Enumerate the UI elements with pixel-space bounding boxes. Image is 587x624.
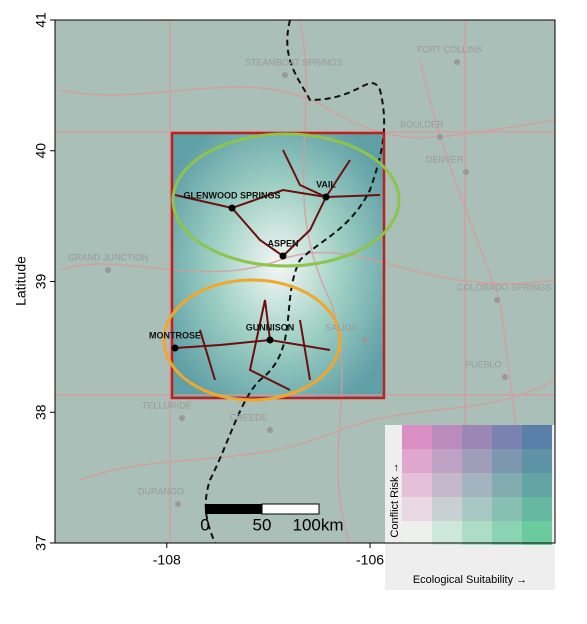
city-dot — [454, 59, 460, 65]
city-label: GLENWOOD SPRINGS — [183, 190, 280, 200]
city-dot — [437, 134, 443, 140]
y-axis-label: Latitude — [13, 256, 29, 306]
y-tick-label: 40 — [33, 143, 49, 159]
x-tick-label: -106 — [356, 552, 384, 568]
legend-cell — [462, 449, 492, 473]
map-area — [55, 20, 555, 543]
city-dot — [267, 427, 273, 433]
legend-cell — [432, 521, 462, 545]
scale-label: 0 — [200, 515, 209, 534]
y-tick-label: 39 — [33, 274, 49, 290]
legend-cell — [522, 473, 552, 497]
legend-cell — [402, 425, 432, 449]
legend-cell — [432, 425, 462, 449]
city-dot — [362, 337, 368, 343]
legend-cell — [432, 449, 462, 473]
legend-cell — [492, 521, 522, 545]
legend-cell — [462, 521, 492, 545]
legend-cell — [432, 497, 462, 521]
legend-cell — [432, 473, 462, 497]
scale-segment — [261, 503, 320, 515]
city-dot — [502, 374, 508, 380]
legend-cell — [522, 449, 552, 473]
divide-line — [204, 20, 386, 543]
southern-zone — [162, 278, 342, 402]
city-label: FORT COLLINS — [417, 44, 482, 54]
city-dot — [279, 252, 287, 260]
legend-cell — [402, 521, 432, 545]
legend-cell — [402, 449, 432, 473]
scale-label: 100km — [292, 515, 343, 534]
city-label: GUNNISON — [246, 322, 295, 332]
city-label: GRAND JUNCTION — [68, 252, 149, 262]
legend-cell — [402, 497, 432, 521]
y-tick-label: 41 — [33, 12, 49, 28]
legend-cell — [462, 425, 492, 449]
legend-cell — [402, 473, 432, 497]
city-label: MONTROSE — [149, 330, 201, 340]
scale-bar: 0 50 100km — [200, 503, 344, 534]
city-dot — [105, 267, 111, 273]
legend-cell — [492, 425, 522, 449]
city-label: PUEBLO — [465, 359, 502, 369]
scale-segment — [205, 504, 262, 514]
legend-cell — [522, 497, 552, 521]
legend-cell — [522, 521, 552, 545]
legend-cell — [462, 497, 492, 521]
city-dot — [322, 193, 330, 201]
city-label: SALIDA — [325, 322, 357, 332]
corridor-network — [174, 149, 381, 391]
city-dot — [266, 336, 274, 344]
city-label: TELLURIDE — [142, 400, 192, 410]
city-label: CREEDE — [230, 412, 268, 422]
city-label: DURANGO — [138, 486, 184, 496]
scale-label: 50 — [253, 515, 272, 534]
legend-cell — [492, 449, 522, 473]
city-dot — [228, 204, 236, 212]
city-dot — [179, 415, 185, 421]
city-dot — [175, 501, 181, 507]
x-tick-label: -108 — [153, 552, 181, 568]
axis-ticks: -108 -106 41 40 39 38 37 — [33, 12, 385, 568]
legend-cell — [492, 473, 522, 497]
legend-y-label: Conflict Risk → — [389, 462, 401, 537]
bivariate-legend: Ecological Suitability → Conflict Risk → — [385, 425, 555, 590]
northern-zone — [171, 132, 401, 268]
city-label: BOULDER — [400, 119, 444, 129]
city-dot — [463, 169, 469, 175]
city-label: COLORADO SPRINGS — [457, 282, 552, 292]
city-label: VAIL — [316, 179, 336, 189]
city-label: ASPEN — [267, 238, 298, 248]
city-dot — [282, 72, 288, 78]
y-tick-label: 37 — [33, 535, 49, 551]
city-dot — [171, 344, 179, 352]
y-tick-label: 38 — [33, 404, 49, 420]
cities: STEAMBOAT SPRINGS FORT COLLINS BOULDER DENV… — [68, 44, 552, 507]
legend-cell — [522, 425, 552, 449]
city-label: STEAMBOAT SPRINGS — [245, 57, 343, 67]
city-label: DENVER — [426, 154, 464, 164]
legend-cell — [462, 473, 492, 497]
legend-x-label: Ecological Suitability → — [413, 574, 527, 586]
legend-cell — [492, 497, 522, 521]
city-dot — [494, 297, 500, 303]
